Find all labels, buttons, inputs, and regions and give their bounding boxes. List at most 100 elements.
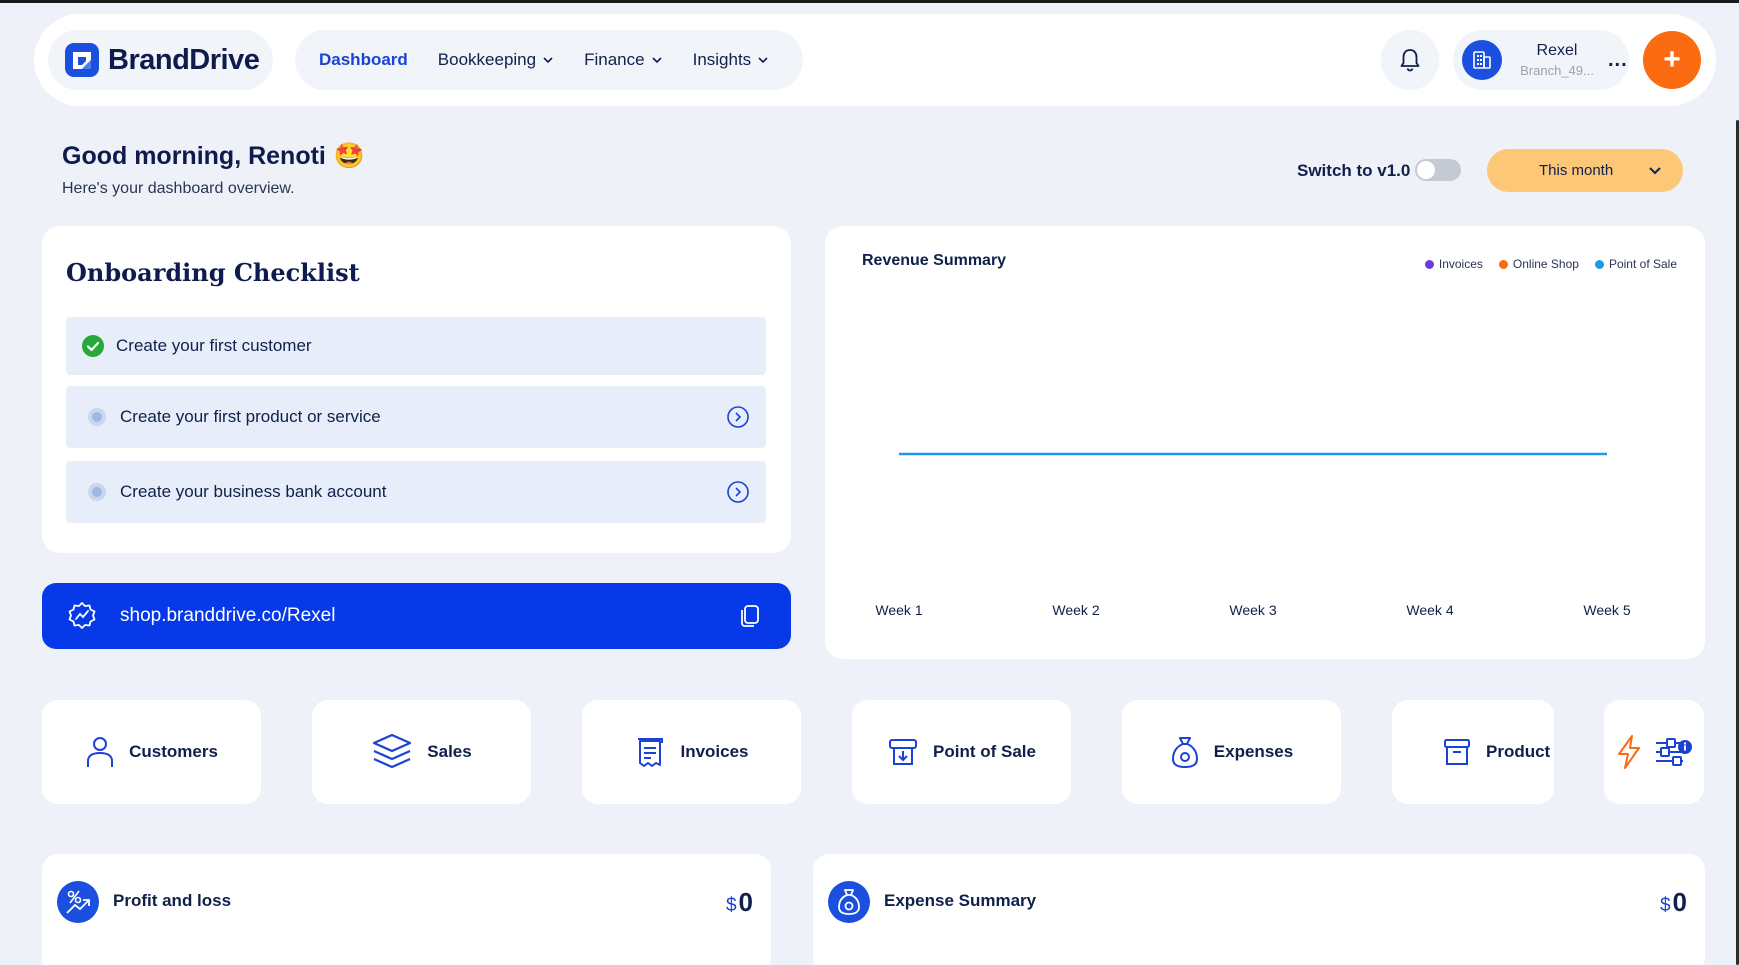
sliders-settings-icon <box>1656 738 1692 766</box>
chevron-right-circle-icon[interactable] <box>726 405 750 429</box>
shop-chart-icon <box>68 602 96 629</box>
user-icon <box>87 737 114 767</box>
quick-create-button[interactable]: + <box>1643 31 1701 89</box>
account-switcher[interactable]: Rexel Branch_49... ... <box>1453 30 1629 90</box>
version-switch-label: Switch to v1.0 <box>1297 161 1411 180</box>
period-select-value: This month <box>1539 162 1614 179</box>
nav-finance[interactable]: Finance <box>584 50 662 70</box>
version-toggle[interactable] <box>1415 159 1461 181</box>
money-bag-icon <box>1171 737 1198 769</box>
greeting-title: Good morning, Renoti 🤩 <box>62 142 365 171</box>
onboarding-card: Onboarding Checklist Create your first c… <box>42 226 791 553</box>
window-top-border <box>0 0 1739 3</box>
shop-link-bar[interactable]: shop.branddrive.co/Rexel <box>42 583 791 649</box>
x-tick-label: Week 3 <box>1229 602 1276 618</box>
branddrive-logo-icon <box>65 43 99 77</box>
checklist-item-bank-account[interactable]: Create your business bank account <box>66 461 766 523</box>
legend-item-point-of-sale[interactable]: Point of Sale <box>1594 257 1677 271</box>
pos-terminal-icon <box>889 739 918 765</box>
checklist-item-customer[interactable]: Create your first customer <box>66 317 766 375</box>
chevron-down-icon <box>758 57 768 64</box>
tile-label: Product <box>1486 742 1551 761</box>
legend-dot <box>1498 259 1508 269</box>
page-scrollbar[interactable] <box>1736 120 1739 965</box>
nav-finance-label: Finance <box>584 50 645 69</box>
more-options-icon[interactable]: ... <box>1608 48 1628 71</box>
x-tick-label: Week 1 <box>875 602 922 618</box>
account-branch: Branch_49... <box>1520 63 1594 78</box>
revenue-summary-card: Revenue Summary Invoices Online Shop Poi… <box>825 226 1705 659</box>
tile-expenses[interactable]: Expenses <box>1122 700 1341 804</box>
account-name: Rexel <box>1536 42 1578 59</box>
nav-insights[interactable]: Insights <box>693 50 770 70</box>
tile-label: Customers <box>129 742 218 761</box>
legend-label: Point of Sale <box>1608 257 1677 271</box>
brand-name: BrandDrive <box>108 43 260 76</box>
onboarding-title: Onboarding Checklist <box>66 258 360 287</box>
legend-label: Online Shop <box>1512 257 1579 271</box>
tile-product[interactable]: Product <box>1392 700 1554 804</box>
amount-value: 0 <box>738 887 753 917</box>
box-icon <box>1444 739 1470 765</box>
pending-dot-icon <box>74 408 120 426</box>
profit-loss-card[interactable]: Profit and loss $ 0 <box>42 854 771 965</box>
tile-customers[interactable]: Customers <box>42 700 261 804</box>
legend-item-invoices[interactable]: Invoices <box>1424 257 1483 271</box>
x-tick-label: Week 4 <box>1406 602 1453 618</box>
tile-customize[interactable] <box>1604 700 1704 804</box>
nav-dashboard[interactable]: Dashboard <box>319 50 408 70</box>
profit-loss-title: Profit and loss <box>113 891 232 910</box>
expense-summary-amount: $ 0 <box>1660 887 1687 918</box>
building-icon <box>1462 40 1502 80</box>
plus-icon: + <box>1663 43 1681 76</box>
account-info: Rexel Branch_49... <box>1514 42 1600 78</box>
revenue-chart: Week 1 Week 2 Week 3 Week 4 Week 5 <box>875 452 1631 618</box>
checklist-item-label: Create your business bank account <box>120 482 387 501</box>
legend-label: Invoices <box>1438 257 1483 271</box>
greeting-subtitle: Here's your dashboard overview. <box>62 180 295 197</box>
receipt-icon <box>638 738 664 767</box>
notifications-button[interactable] <box>1381 30 1439 90</box>
tile-label: Point of Sale <box>933 742 1036 761</box>
greeting-text: Good morning, Renoti <box>62 142 326 170</box>
tile-label: Expenses <box>1213 742 1294 761</box>
nav-bookkeeping-label: Bookkeeping <box>437 50 537 69</box>
expense-summary-card[interactable]: Expense Summary $ 0 <box>813 854 1705 965</box>
legend-dot <box>1594 259 1604 269</box>
tile-point-of-sale[interactable]: Point of Sale <box>852 700 1071 804</box>
tile-invoices[interactable]: Invoices <box>582 700 801 804</box>
check-done-icon <box>70 334 116 358</box>
currency-symbol: $ <box>1659 895 1671 916</box>
lightning-icon <box>1618 735 1640 769</box>
revenue-title: Revenue Summary <box>862 252 1007 269</box>
copy-icon[interactable] <box>739 604 761 628</box>
top-header: BrandDrive Dashboard Bookkeeping Finance… <box>34 14 1716 106</box>
chart-legend: Invoices Online Shop Point of Sale <box>1424 257 1677 271</box>
toggle-knob <box>1417 161 1435 179</box>
tile-label: Sales <box>427 742 472 761</box>
legend-item-online-shop[interactable]: Online Shop <box>1498 257 1579 271</box>
layers-icon <box>373 733 412 769</box>
amount-value: 0 <box>1672 887 1687 917</box>
bell-icon <box>1400 49 1420 72</box>
main-nav: Dashboard Bookkeeping Finance Insights <box>295 30 803 90</box>
checklist-item-label: Create your first product or service <box>120 407 381 426</box>
chevron-down-icon <box>652 57 662 64</box>
nav-insights-label: Insights <box>692 50 752 69</box>
x-tick-label: Week 5 <box>1583 602 1630 618</box>
nav-bookkeeping[interactable]: Bookkeeping <box>438 50 554 70</box>
expense-summary-title: Expense Summary <box>884 891 1037 910</box>
nav-dashboard-label: Dashboard <box>319 50 408 69</box>
currency-symbol: $ <box>725 895 737 916</box>
chevron-right-circle-icon[interactable] <box>726 480 750 504</box>
period-select[interactable]: This month <box>1487 149 1683 192</box>
star-eyes-emoji-icon: 🤩 <box>333 142 365 170</box>
chevron-down-icon <box>543 57 553 64</box>
legend-dot <box>1424 259 1434 269</box>
profit-loss-amount: $ 0 <box>726 887 753 918</box>
checklist-item-product[interactable]: Create your first product or service <box>66 386 766 448</box>
money-bag-icon <box>828 881 870 923</box>
brand-logo[interactable]: BrandDrive <box>48 30 273 90</box>
tile-sales[interactable]: Sales <box>312 700 531 804</box>
tile-label: Invoices <box>680 742 749 761</box>
